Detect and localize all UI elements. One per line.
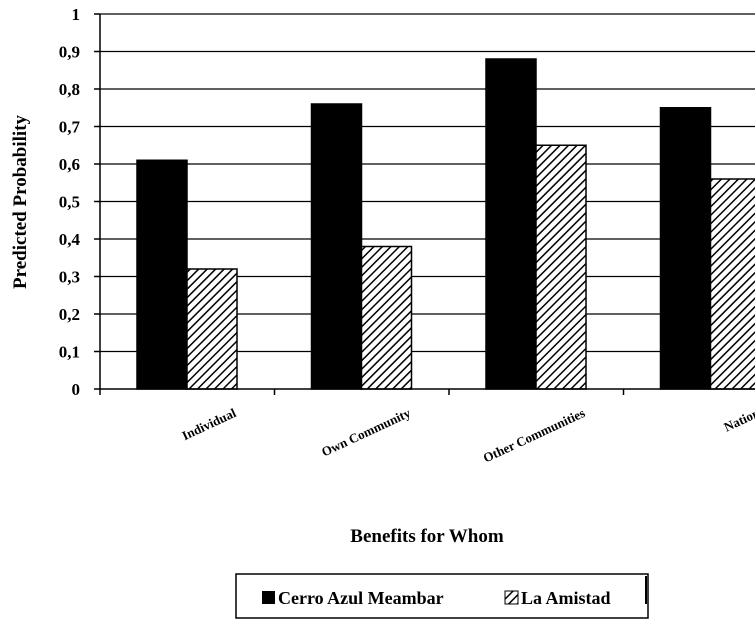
- bar-la-amistad-other-communities: [535, 144, 587, 390]
- bars-group: [136, 58, 755, 390]
- bar-la-amistad-nation: [709, 178, 755, 390]
- y-tick-label: 1: [72, 5, 81, 24]
- y-tick-label: 0,6: [59, 155, 80, 174]
- bar-cerro-azul-individual: [136, 159, 188, 390]
- legend-label-cerro-azul: Cerro Azul Meambar: [278, 588, 444, 608]
- y-tick-label: 0,7: [59, 118, 81, 137]
- y-tick-label: 0,1: [59, 343, 80, 362]
- y-tick-label: 0,9: [59, 43, 80, 62]
- y-tick-label: 0,3: [59, 268, 80, 287]
- legend-swatch-la-amistad: [504, 590, 519, 605]
- y-axis-title: Predicted Probability: [10, 115, 31, 289]
- bar-cerro-azul-own-community: [310, 103, 363, 390]
- bar-cerro-azul-other-communities: [485, 58, 537, 390]
- bar-la-amistad-individual: [186, 268, 238, 390]
- legend: Cerro Azul Meambar La Amistad: [235, 573, 649, 619]
- x-tick-label: Other Communities: [481, 405, 588, 465]
- x-tick-label: Individual: [180, 405, 239, 443]
- x-tick-label: Nation: [721, 405, 755, 435]
- x-axis-title: Benefits for Whom: [350, 526, 504, 547]
- y-tick-label: 0: [72, 380, 81, 399]
- legend-swatch-cerro-azul: [262, 591, 275, 604]
- y-tick-label: 0,2: [59, 305, 80, 324]
- bar-la-amistad-own-community: [360, 245, 413, 390]
- legend-box: [235, 573, 649, 619]
- x-tick-label: Own Community: [319, 405, 413, 460]
- axes: [94, 13, 755, 395]
- bar-cerro-azul-nation: [659, 107, 712, 390]
- y-tick-labels: 0 0,1 0,2 0,3 0,4 0,5 0,6 0,7 0,8 0,9 1: [59, 5, 81, 399]
- x-tick-labels: Individual Own Community Other Communities…: [180, 405, 755, 466]
- y-tick-label: 0,8: [59, 80, 80, 99]
- y-tick-label: 0,5: [59, 193, 80, 212]
- legend-label-la-amistad: La Amistad: [521, 588, 611, 608]
- y-tick-label: 0,4: [59, 230, 81, 249]
